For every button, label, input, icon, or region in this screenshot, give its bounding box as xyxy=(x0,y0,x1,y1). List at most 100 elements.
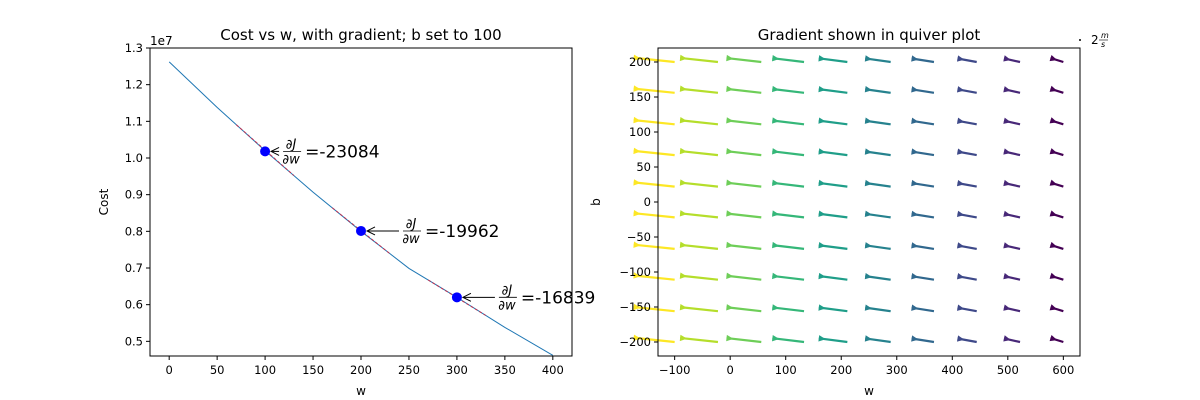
y-tick-label: 150 xyxy=(629,90,651,104)
quiver-arrow-head xyxy=(1049,117,1058,124)
quiver-arrow-head xyxy=(1003,335,1011,342)
quiver-arrow-head xyxy=(633,116,641,124)
quiver-arrow-head xyxy=(1003,179,1011,187)
quiver-arrow-head xyxy=(633,241,641,248)
quiver-arrow-head xyxy=(1003,304,1011,311)
quiverkey-unit-den: s xyxy=(1101,40,1105,49)
tangent-line xyxy=(427,279,486,316)
cost-chart-x-label: w xyxy=(356,384,366,398)
annotation-gradient-value: =-23084 xyxy=(305,142,379,162)
quiver-arrow-head xyxy=(911,273,919,280)
quiver-arrow-head xyxy=(956,148,965,155)
quiver-chart-title: Gradient shown in quiver plot xyxy=(758,26,981,44)
quiver-arrow-head xyxy=(679,210,688,217)
quiver-chart-plot-area xyxy=(633,54,1064,344)
y-tick-label: 0.9 xyxy=(125,188,143,202)
y-tick-label: 100 xyxy=(629,125,651,139)
quiver-arrow-head xyxy=(864,117,873,124)
quiver-arrow-head xyxy=(1003,55,1011,62)
quiver-arrow-head xyxy=(864,179,873,187)
quiver-arrow-head xyxy=(633,303,641,311)
y-tick-label: −100 xyxy=(619,265,651,279)
y-tick-label: 0.5 xyxy=(125,334,143,348)
y-tick-label: 200 xyxy=(629,55,651,69)
annotation-fraction-num: ∂J xyxy=(286,137,297,152)
annotation-fraction-den: ∂w xyxy=(402,232,420,247)
quiver-arrow-head xyxy=(1003,242,1011,249)
gradient-point xyxy=(260,146,271,157)
quiver-arrow-head xyxy=(818,117,826,124)
quiver-arrow-head xyxy=(772,241,780,249)
quiver-arrow-head xyxy=(772,335,780,342)
quiver-arrow-head xyxy=(956,117,965,124)
quiver-arrow-head xyxy=(864,272,873,280)
cost-chart: Cost vs w, with gradient; b set to 100 1… xyxy=(97,26,595,398)
quiver-arrow-head xyxy=(911,179,919,187)
quiver-arrow-head xyxy=(679,272,688,279)
quiver-arrow-head xyxy=(772,210,780,217)
y-tick-label: 1.3 xyxy=(125,41,143,55)
gradient-point xyxy=(451,292,462,303)
quiver-arrow-head xyxy=(956,210,965,218)
quiver-arrow-head xyxy=(818,272,826,280)
quiver-arrow-head xyxy=(956,55,965,62)
annotation-fraction-num: ∂J xyxy=(502,283,513,298)
x-tick-label: 350 xyxy=(494,363,516,377)
annotation-arrowhead xyxy=(461,292,472,302)
quiver-arrow-head xyxy=(679,147,688,155)
quiver-arrow-head xyxy=(1003,148,1011,155)
quiver-arrow-head xyxy=(818,148,826,155)
quiver-chart-y-label: b xyxy=(589,198,603,206)
annotation-fraction-den: ∂w xyxy=(282,152,300,167)
x-tick-label: 400 xyxy=(542,363,564,377)
quiver-arrow-head xyxy=(864,86,873,93)
quiver-chart-x-label: w xyxy=(864,384,874,398)
quiver-arrow-head xyxy=(726,304,734,311)
quiver-arrow-head xyxy=(818,210,826,217)
quiver-arrow-head xyxy=(864,304,873,311)
annotation-fraction-num: ∂J xyxy=(406,217,417,232)
x-tick-label: 0 xyxy=(727,363,734,377)
quiver-arrow-head xyxy=(633,334,641,341)
x-tick-label: 250 xyxy=(398,363,420,377)
quiver-arrow-head xyxy=(772,148,780,155)
quiver-arrow-head xyxy=(818,55,826,62)
quiver-arrow-head xyxy=(633,272,641,279)
quiver-arrow-head xyxy=(1003,86,1011,93)
quiver-arrow-head xyxy=(726,210,734,217)
annotation-arrowhead xyxy=(365,226,376,236)
quiver-arrow-head xyxy=(679,334,688,342)
quiver-arrow-head xyxy=(772,272,780,280)
quiver-arrow-head xyxy=(1049,335,1058,342)
cost-chart-title: Cost vs w, with gradient; b set to 100 xyxy=(220,26,501,44)
y-tick-label: −200 xyxy=(619,335,651,349)
quiver-arrow-head xyxy=(864,242,873,249)
y-tick-label: 0 xyxy=(644,195,651,209)
quiver-arrow-head xyxy=(818,335,826,342)
quiver-arrow-head xyxy=(911,210,919,218)
quiver-arrow-head xyxy=(772,55,780,62)
quiver-arrow-head xyxy=(1049,148,1058,155)
quiver-chart-x-ticks: −100 0 100 200 300 400 500 600 xyxy=(659,356,1074,377)
quiver-arrow-head xyxy=(726,179,734,186)
x-tick-label: 300 xyxy=(446,363,468,377)
quiver-arrow-head xyxy=(679,179,688,186)
quiver-arrow-head xyxy=(818,179,826,187)
quiver-arrow-head xyxy=(726,334,734,342)
cost-chart-y-offset: 1e7 xyxy=(150,34,173,48)
quiver-arrow-head xyxy=(679,303,688,311)
quiver-arrow-head xyxy=(864,148,873,155)
quiver-arrow-head xyxy=(911,55,919,62)
x-tick-label: 50 xyxy=(210,363,225,377)
cost-chart-y-ticks: 0.5 0.6 0.7 0.8 0.9 1.0 1.1 1.2 1.3 xyxy=(125,41,150,348)
quiver-arrow-head xyxy=(726,241,734,249)
cost-chart-y-label: Cost xyxy=(97,188,111,215)
x-tick-label: 600 xyxy=(1052,363,1074,377)
quiver-arrow-head xyxy=(911,335,919,342)
annotation-fraction-den: ∂w xyxy=(498,298,516,313)
quiver-arrow-head xyxy=(1003,272,1011,280)
quiver-arrow-head xyxy=(1049,210,1058,217)
annotation-gradient-value: =-16839 xyxy=(521,288,595,308)
quiver-arrow-head xyxy=(726,117,734,124)
